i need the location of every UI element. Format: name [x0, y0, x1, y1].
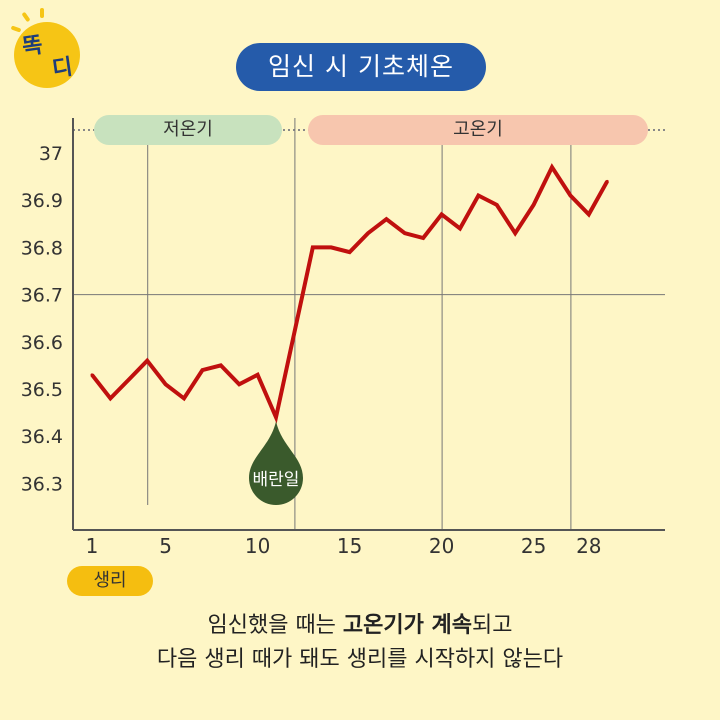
y-tick-label: 37: [39, 143, 63, 165]
data-point: [329, 245, 333, 249]
data-point: [495, 203, 499, 207]
caption-line-1: 임신했을 때는 고온기가 계속되고: [0, 607, 720, 639]
data-point: [164, 382, 168, 386]
data-point: [587, 212, 591, 216]
data-point: [311, 245, 315, 249]
ovulation-marker: [249, 421, 303, 505]
y-tick-label: 36.6: [21, 332, 63, 354]
data-point: [256, 373, 260, 377]
y-tick-label: 36.7: [21, 285, 63, 307]
high-temperature-phase-label: 고온기: [308, 115, 648, 145]
y-tick-label: 36.9: [21, 190, 63, 212]
temperature-line: [90, 163, 609, 424]
y-tick-label: 36.3: [21, 473, 63, 495]
data-point: [550, 165, 554, 169]
x-tick-label: 25: [521, 534, 546, 558]
line-layer: [90, 163, 609, 424]
data-point: [384, 217, 388, 221]
x-tick-label: 28: [576, 534, 601, 558]
x-tick-label: 10: [245, 534, 270, 558]
data-point: [200, 368, 204, 372]
data-point: [237, 382, 241, 386]
data-point: [366, 231, 370, 235]
caption-line-1-pre: 임신했을 때는: [207, 613, 343, 638]
data-point: [440, 212, 444, 216]
data-point: [274, 415, 278, 419]
data-point: [476, 193, 480, 197]
grid-layer: [73, 118, 665, 530]
data-point: [568, 193, 572, 197]
logo: 똑 디: [10, 8, 86, 90]
data-point: [145, 359, 149, 363]
data-point: [90, 373, 94, 377]
y-tick-label: 36.5: [21, 379, 63, 401]
x-tick-label: 20: [429, 534, 454, 558]
data-point: [458, 227, 462, 231]
period-label: 생리: [67, 566, 153, 596]
data-point: [182, 396, 186, 400]
data-point: [219, 363, 223, 367]
low-temperature-phase-label: 저온기: [94, 115, 282, 145]
logo-circle: [14, 22, 80, 88]
caption-line-1-post: 되고: [472, 613, 513, 638]
data-point: [108, 396, 112, 400]
chart-title: 임신 시 기초체온: [236, 43, 486, 91]
data-point: [403, 231, 407, 235]
y-tick-label: 36.8: [21, 237, 63, 259]
data-point: [292, 330, 296, 334]
y-tick-label: 36.4: [21, 426, 63, 448]
marker-layer: 배란일: [249, 421, 303, 505]
x-tick-label: 15: [337, 534, 362, 558]
data-point: [348, 250, 352, 254]
data-point: [532, 203, 536, 207]
data-point: [421, 236, 425, 240]
data-point: [513, 231, 517, 235]
x-tick-label: 5: [159, 534, 172, 558]
ovulation-label: 배란일: [253, 470, 300, 490]
logo-ray: [40, 8, 44, 18]
x-tick-label: 1: [86, 534, 99, 558]
data-point: [605, 179, 609, 183]
caption-line-1-bold: 고온기가 계속: [342, 613, 473, 638]
data-point: [127, 378, 131, 382]
caption-line-2: 다음 생리 때가 돼도 생리를 시작하지 않는다: [156, 647, 564, 672]
